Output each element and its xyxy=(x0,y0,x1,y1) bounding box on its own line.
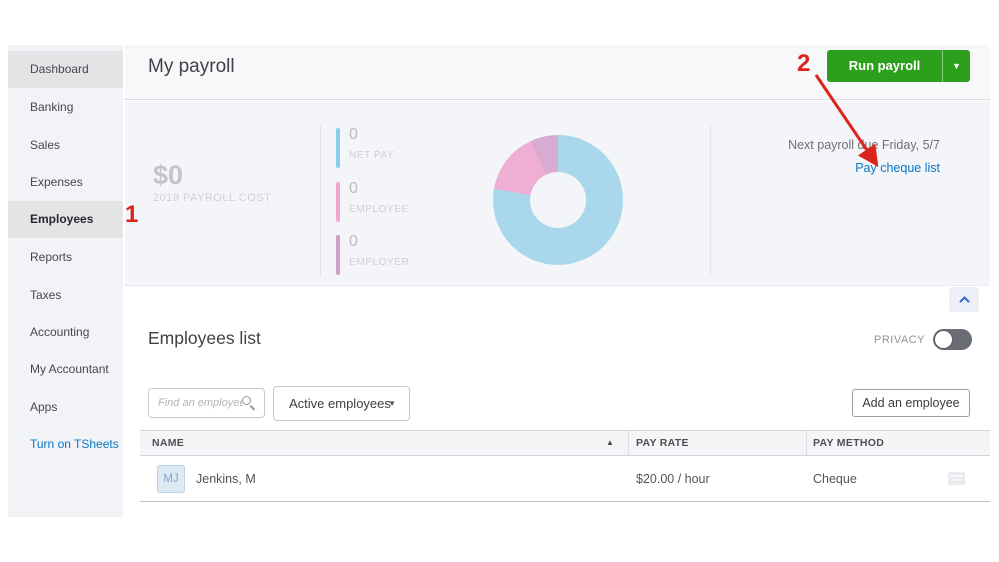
run-payroll-label: Run payroll xyxy=(848,58,921,73)
sidebar-item-my-accountant[interactable]: My Accountant xyxy=(30,362,109,376)
sidebar-item-expenses[interactable]: Expenses xyxy=(30,175,83,189)
employee-label: EMPLOYEE xyxy=(349,204,409,215)
payroll-donut xyxy=(493,135,623,265)
sidebar-item-accounting[interactable]: Accounting xyxy=(30,325,90,339)
run-payroll-button[interactable]: Run payroll ▼ xyxy=(827,50,970,82)
employee-pay-method-cell: Cheque xyxy=(813,472,857,486)
employees-table-header: NAME ▲ PAY RATE PAY METHOD xyxy=(140,430,990,456)
chevron-down-icon: ▼ xyxy=(388,399,396,408)
annotation-step-2: 2 xyxy=(797,50,811,77)
run-payroll-dropdown-caret-icon[interactable]: ▼ xyxy=(942,50,970,82)
employer-color-bar xyxy=(336,235,340,275)
payroll-cost-value: $0 xyxy=(153,160,184,190)
sidebar-item-banking[interactable]: Banking xyxy=(30,100,74,114)
collapse-overview-button[interactable] xyxy=(949,287,979,312)
employee-row[interactable]: MJ Jenkins, M $20.00 / hour Cheque xyxy=(140,456,990,502)
employee-status-filter[interactable]: Active employees ▼ xyxy=(273,386,410,421)
panel-divider xyxy=(320,125,321,277)
pay-cheque-list-link[interactable]: Pay cheque list xyxy=(855,161,940,175)
chevron-up-icon xyxy=(959,296,969,303)
sidebar-item-dashboard[interactable]: Dashboard xyxy=(8,51,123,88)
panel-divider xyxy=(710,125,711,277)
search-icon xyxy=(242,396,251,405)
column-header-pay-method[interactable]: PAY METHOD xyxy=(813,437,885,449)
employer-value: 0 xyxy=(349,233,358,250)
sidebar-item-employees[interactable]: Employees xyxy=(8,201,123,238)
column-header-name[interactable]: NAME xyxy=(152,437,185,449)
employee-value: 0 xyxy=(349,180,358,197)
employer-label: EMPLOYER xyxy=(349,257,410,268)
legend-employer: 0 EMPLOYER xyxy=(336,233,466,277)
privacy-toggle-knob xyxy=(934,330,953,349)
employee-search-box xyxy=(148,388,265,418)
sidebar: Dashboard Banking Sales Expenses Employe… xyxy=(8,45,123,517)
column-divider xyxy=(628,431,629,455)
net-pay-value: 0 xyxy=(349,126,358,143)
employee-pay-rate-cell: $20.00 / hour xyxy=(636,472,710,486)
sidebar-item-reports[interactable]: Reports xyxy=(30,250,73,264)
employee-status-filter-value: Active employees xyxy=(289,396,391,411)
sort-ascending-icon[interactable]: ▲ xyxy=(606,438,614,447)
add-employee-button[interactable]: Add an employee xyxy=(852,389,970,417)
legend-employee: 0 EMPLOYEE xyxy=(336,180,466,224)
sidebar-item-apps[interactable]: Apps xyxy=(30,400,58,414)
employee-color-bar xyxy=(336,182,340,222)
column-divider xyxy=(806,431,807,455)
annotation-step-1: 1 xyxy=(125,201,139,228)
sidebar-item-taxes[interactable]: Taxes xyxy=(30,288,62,302)
privacy-toggle[interactable] xyxy=(933,329,972,350)
employee-avatar: MJ xyxy=(157,465,185,493)
legend-net-pay: 0 NET PAY xyxy=(336,126,466,170)
net-pay-color-bar xyxy=(336,128,340,168)
cheque-card-icon[interactable] xyxy=(948,472,965,485)
net-pay-label: NET PAY xyxy=(349,150,395,161)
employees-list-title: Employees list xyxy=(148,328,261,348)
sidebar-item-sales[interactable]: Sales xyxy=(30,138,61,152)
employee-search-input[interactable] xyxy=(158,390,243,416)
page-title: My payroll xyxy=(148,56,235,77)
privacy-label: PRIVACY xyxy=(874,334,925,346)
next-payroll-due-text: Next payroll due Friday, 5/7 xyxy=(788,138,940,152)
employee-name-cell[interactable]: Jenkins, M xyxy=(196,472,256,486)
sidebar-item-turn-on-tsheets[interactable]: Turn on TSheets xyxy=(30,437,119,451)
column-header-pay-rate[interactable]: PAY RATE xyxy=(636,437,689,449)
payroll-cost-label: 2019 PAYROLL COST xyxy=(153,192,272,204)
